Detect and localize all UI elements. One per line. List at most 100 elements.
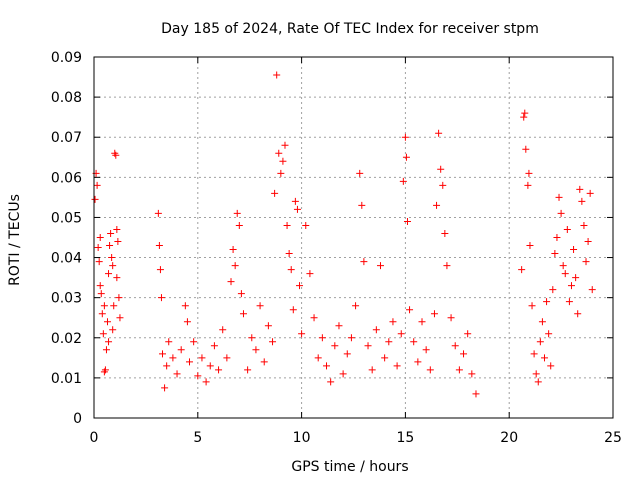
data-point [102, 346, 110, 354]
data-point [260, 358, 268, 366]
data-point [302, 221, 310, 229]
data-point [530, 350, 538, 358]
data-point [310, 314, 318, 322]
y-tick-label: 0.01 [51, 371, 82, 387]
data-point [402, 153, 410, 161]
data-point [318, 334, 326, 342]
data-point [271, 189, 279, 197]
x-tick-label: 0 [90, 430, 99, 446]
data-point [522, 145, 530, 153]
data-point [198, 354, 206, 362]
data-point [435, 129, 443, 137]
data-point [358, 201, 366, 209]
data-point [561, 270, 569, 278]
data-point [555, 193, 563, 201]
data-point [557, 209, 565, 217]
data-point [279, 157, 287, 165]
data-point [422, 346, 430, 354]
data-point [114, 238, 122, 246]
data-point [418, 318, 426, 326]
data-point [94, 244, 102, 252]
y-tick-label: 0.04 [51, 251, 82, 267]
data-point [381, 354, 389, 362]
data-point [277, 169, 285, 177]
data-point [389, 318, 397, 326]
data-point [283, 221, 291, 229]
data-point [343, 350, 351, 358]
data-point [549, 286, 557, 294]
data-point [229, 246, 237, 254]
data-point [296, 282, 304, 290]
data-point [235, 221, 243, 229]
data-point [210, 342, 218, 350]
data-point [559, 262, 567, 270]
data-point [108, 254, 116, 262]
data-point [536, 338, 544, 346]
data-point [472, 390, 480, 398]
data-point [106, 242, 114, 250]
data-point [96, 282, 104, 290]
data-point [520, 113, 528, 121]
data-point [163, 362, 171, 370]
data-point [397, 330, 405, 338]
data-point [293, 205, 301, 213]
data-point [169, 354, 177, 362]
data-point [287, 266, 295, 274]
data-point [103, 318, 111, 326]
data-point [185, 358, 193, 366]
data-point [298, 330, 306, 338]
data-point [455, 366, 463, 374]
data-point [572, 274, 580, 282]
data-point [399, 177, 407, 185]
data-point [99, 330, 107, 338]
data-point [525, 169, 533, 177]
data-point [443, 262, 451, 270]
data-point [439, 181, 447, 189]
data-point [91, 195, 99, 203]
data-point [426, 366, 434, 374]
data-point [97, 290, 105, 298]
data-point [347, 334, 355, 342]
data-point [177, 346, 185, 354]
data-point [403, 217, 411, 225]
x-tick-label: 15 [396, 430, 414, 446]
data-point [393, 362, 401, 370]
data-point [574, 310, 582, 318]
y-tick-label: 0.08 [51, 90, 82, 106]
data-point [433, 201, 441, 209]
data-point [113, 274, 121, 282]
data-point [269, 338, 277, 346]
data-point [540, 354, 548, 362]
data-point [237, 290, 245, 298]
data-point [526, 242, 534, 250]
data-point [545, 330, 553, 338]
data-point [190, 338, 198, 346]
data-point [101, 366, 109, 374]
data-point [156, 266, 164, 274]
data-point [464, 330, 472, 338]
x-tick-label: 5 [193, 430, 202, 446]
chart-title: Day 185 of 2024, Rate Of TEC Index for r… [161, 21, 539, 37]
data-point [356, 169, 364, 177]
data-point [327, 378, 335, 386]
data-point [451, 342, 459, 350]
data-point [565, 298, 573, 306]
data-point [364, 342, 372, 350]
y-tick-label: 0.05 [51, 210, 82, 226]
data-point [551, 250, 559, 258]
data-point [547, 362, 555, 370]
data-point [107, 229, 115, 237]
data-point [95, 258, 103, 266]
data-point [275, 149, 283, 157]
data-point [113, 225, 121, 233]
data-point [586, 189, 594, 197]
data-point [256, 302, 264, 310]
data-point [264, 322, 272, 330]
data-point [331, 342, 339, 350]
data-point [183, 318, 191, 326]
data-point [518, 266, 526, 274]
data-point [532, 370, 540, 378]
data-point [215, 366, 223, 374]
data-point [588, 286, 596, 294]
